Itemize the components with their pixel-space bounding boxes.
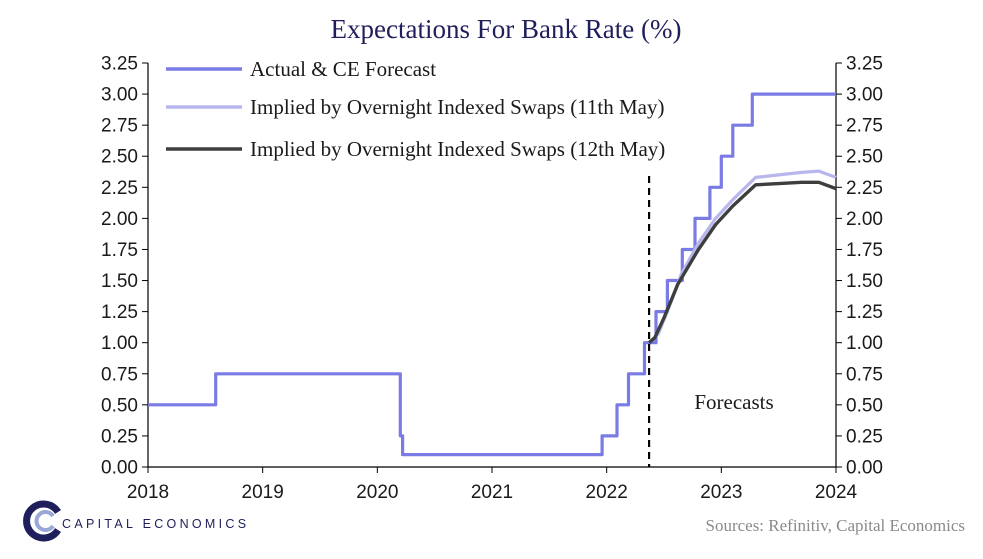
legend: Actual & CE Forecast Implied by Overnight… — [166, 57, 665, 161]
y-tick-label-right: 3.00 — [846, 85, 883, 106]
x-tick-label: 2021 — [471, 482, 513, 503]
y-tick-label-left: 1.00 — [101, 333, 138, 354]
y-tick-label-left: 2.75 — [101, 116, 138, 137]
y-tick-label-right: 0.75 — [846, 364, 883, 385]
y-tick-label-left: 2.25 — [101, 178, 138, 199]
y-tick-label-left: 1.50 — [101, 271, 138, 292]
y-tick-label-right: 1.00 — [846, 333, 883, 354]
x-tick-label: 2020 — [356, 482, 398, 503]
series-line-3 — [647, 180, 837, 344]
capital-economics-logo: CAPITAL ECONOMICS — [23, 500, 249, 542]
y-tick-label-left: 3.00 — [101, 85, 138, 106]
y-tick-label-right: 2.25 — [846, 178, 883, 199]
y-tick-label-right: 1.75 — [846, 240, 883, 261]
y-tick-label-left: 2.50 — [101, 147, 138, 168]
y-tick-label-left: 1.75 — [101, 240, 138, 261]
y-tick-label-right: 3.25 — [846, 54, 883, 75]
y-tick-label-right: 1.50 — [846, 271, 883, 292]
x-tick-label: 2023 — [700, 482, 742, 503]
brand-name: CAPITAL ECONOMICS — [62, 517, 249, 531]
legend-label-3: Implied by Overnight Indexed Swaps (12th… — [250, 137, 665, 161]
chart-title: Expectations For Bank Rate (%) — [331, 14, 682, 44]
y-tick-label-left: 1.25 — [101, 302, 138, 323]
y-tick-label-right: 2.50 — [846, 147, 883, 168]
y-tick-label-right: 2.00 — [846, 209, 883, 230]
y-tick-label-left: 0.75 — [101, 364, 138, 385]
x-axis-ticks: 2018 2019 2020 2021 2022 2023 2024 — [127, 467, 858, 503]
x-tick-label: 2018 — [127, 482, 169, 503]
legend-label-2: Implied by Overnight Indexed Swaps (11th… — [250, 95, 664, 119]
y-tick-label-right: 2.75 — [846, 116, 883, 137]
y-tick-label-right: 0.25 — [846, 426, 883, 447]
y-tick-label-left: 3.25 — [101, 54, 138, 75]
y-axis-left-ticks: 0.00 0.25 0.50 0.75 1.00 1.25 1.50 1.75 2.00 2.25… — [101, 54, 148, 479]
y-tick-label-left: 0.00 — [101, 458, 138, 479]
source-note: Sources: Refinitiv, Capital Economics — [705, 516, 965, 535]
series-line-1 — [148, 92, 836, 457]
y-tick-label-right: 0.00 — [846, 458, 883, 479]
x-tick-label: 2022 — [586, 482, 628, 503]
forecasts-annotation: Forecasts — [694, 390, 773, 414]
y-axis-right-ticks: 0.00 0.25 0.50 0.75 1.00 1.25 1.50 1.75 2.00 2.25… — [836, 54, 883, 479]
logo-mark-icon — [23, 500, 61, 542]
y-tick-label-right: 0.50 — [846, 395, 883, 416]
y-tick-label-right: 1.25 — [846, 302, 883, 323]
y-tick-label-left: 0.50 — [101, 395, 138, 416]
legend-label-1: Actual & CE Forecast — [250, 57, 436, 81]
y-tick-label-left: 2.00 — [101, 209, 138, 230]
x-tick-label: 2024 — [815, 482, 858, 503]
x-tick-label: 2019 — [242, 482, 284, 503]
y-tick-label-left: 0.25 — [101, 426, 138, 447]
chart-series — [148, 92, 837, 457]
